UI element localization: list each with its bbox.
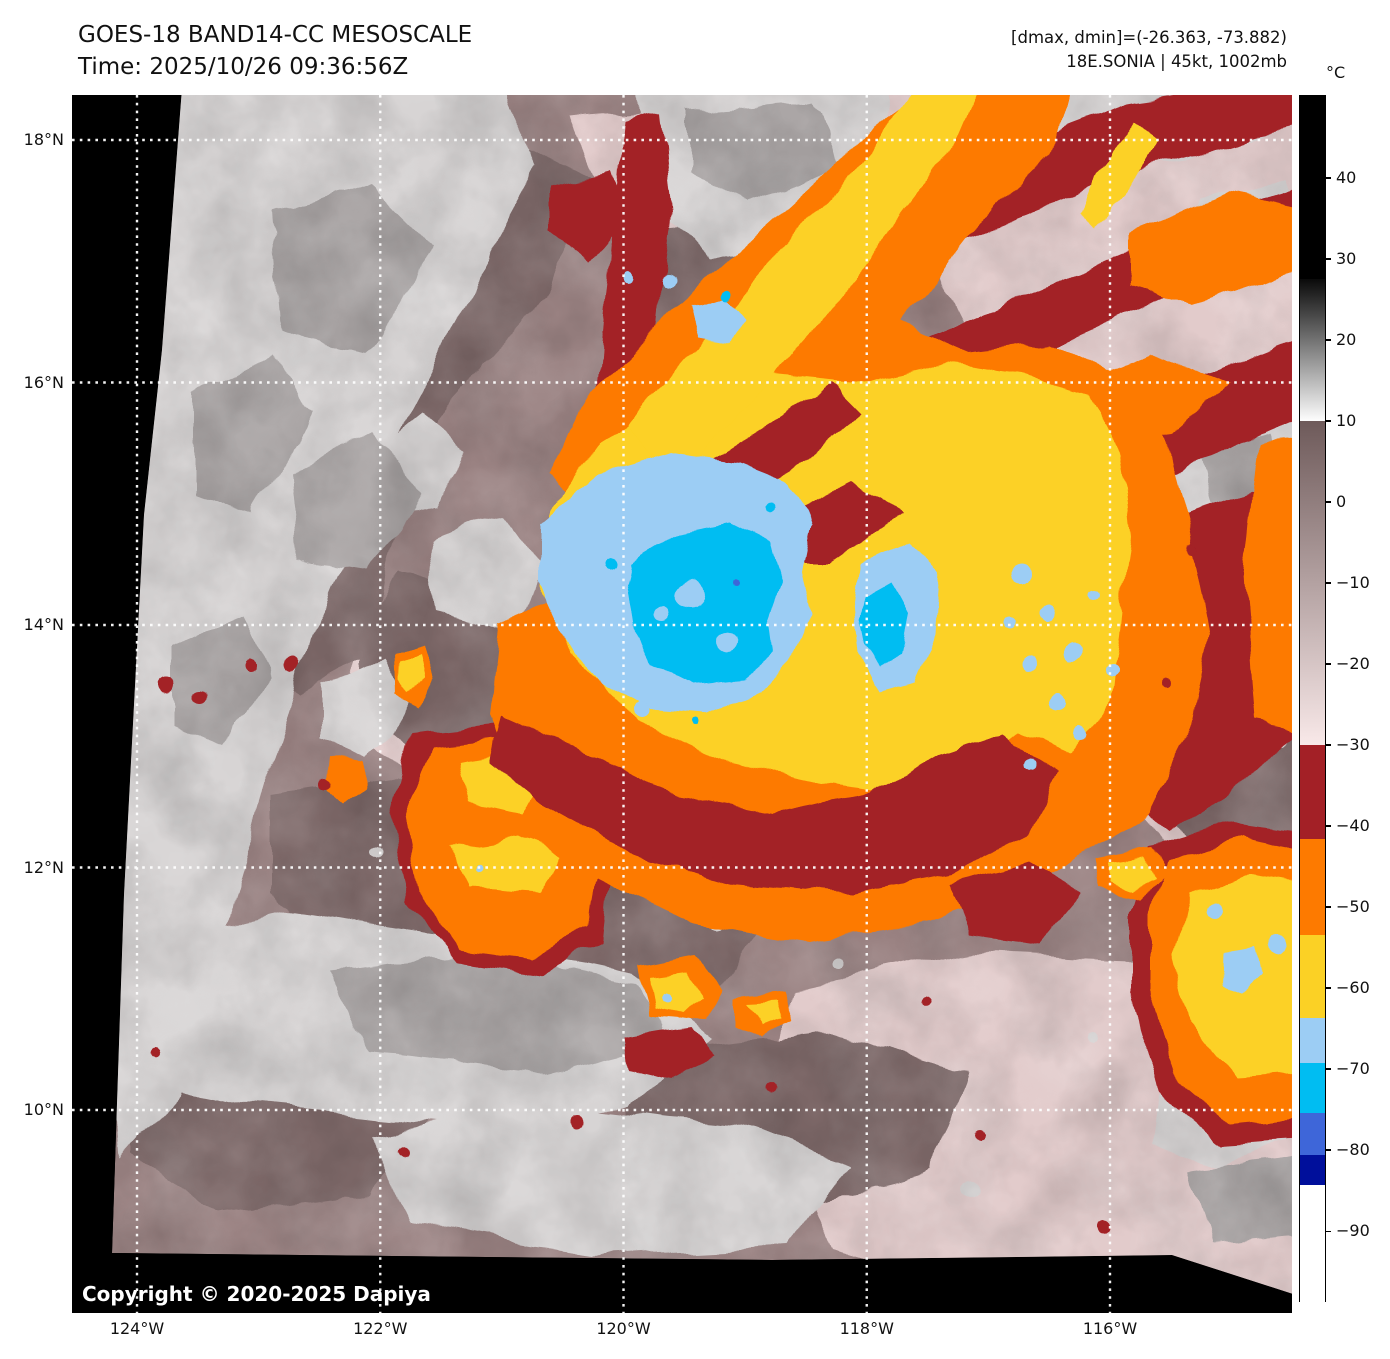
cyan-core-layer [606,290,908,727]
colorbar-tick-label: −30 [1336,735,1370,755]
graticule-gridlines [72,95,1292,1313]
lat-tick-label: 16°N [23,372,64,392]
colorbar-tick-mark [1325,1149,1331,1152]
lat-tick-label: 14°N [23,615,64,634]
colorbar-tick-mark [1325,744,1331,746]
colorbar-tick-mark [1325,987,1331,989]
satellite-imagery [112,95,1292,1300]
colorbar-tick-mark [1325,501,1331,503]
colorbar-tick-mark [1325,1230,1331,1233]
colorbar-tick-label: −70 [1336,1059,1370,1079]
colorbar-unit-label: °C [1326,63,1346,82]
lat-tick-label: 12°N [23,857,64,877]
colorbar-tick-label: 40 [1336,167,1357,187]
colorbar-tick-label: −20 [1336,654,1370,674]
map-plot: Copyright © 2020-2025 Dapiya [72,95,1292,1313]
colorbar-segment [1300,1112,1325,1156]
lon-tick-label: 118°W [839,1319,894,1338]
colorbar-segment [1300,1155,1325,1186]
colorbar-tick-mark [1325,420,1331,422]
colorbar-segment [1300,420,1325,746]
lon-tick-label: 120°W [596,1319,651,1338]
lon-tick-label: 116°W [1082,1319,1138,1338]
core-eye-holes [655,578,738,654]
colorbar-segment [1300,1018,1325,1064]
copyright-label: Copyright © 2020-2025 Dapiya [82,1282,431,1306]
colorbar-segment [1300,1062,1325,1114]
colorbar-tick-label: 30 [1336,248,1357,268]
colorbar-tick-mark [1325,825,1331,827]
colorbar-segment [1300,745,1325,840]
colorbar-segment [1300,96,1325,280]
colorbar-tick-label: −80 [1336,1140,1370,1160]
timestamp: Time: 2025/10/26 09:36:56Z [78,53,409,80]
colorbar-tick-label: −50 [1336,897,1370,917]
colorbar-tick-label: −90 [1336,1221,1370,1241]
colorbar-segment [1300,279,1325,422]
title-block: GOES-18 BAND14-CC MESOSCALE Time: 2025/1… [78,20,472,83]
page-title: GOES-18 BAND14-CC MESOSCALE [78,22,473,48]
colorbar-segment [1300,839,1325,936]
lon-tick-label: 122°W [353,1319,408,1338]
colorbar-tick-label: 10 [1336,410,1357,430]
lat-tick-label: 10°N [23,1100,64,1119]
colorbar: 40 30 20 10 0 −10 −20 −30 −40 −50 −60 −70 −80 −90 [1299,95,1370,1302]
colorbar-tick-label: 0 [1336,491,1347,511]
lon-tick-label: 124°W [109,1319,165,1338]
colorbar-tick-mark [1325,582,1331,584]
colorbar-tick-label: −60 [1336,978,1370,998]
colorbar-tick-label: −40 [1336,816,1370,836]
royal-blue-speck [733,582,739,588]
colorbar-tick-label: −10 [1336,573,1370,593]
colorbar-tick-mark [1325,1068,1331,1071]
satellite-image: Copyright © 2020-2025 Dapiya [72,95,1292,1313]
lat-tick-label: 18°N [23,130,64,149]
colorbar-tick-mark [1325,177,1331,179]
colorbar-tick-mark [1325,258,1331,260]
colorbar-segment [1300,934,1325,1019]
dmax-dmin-readout: [dmax, dmin]=(-26.363, -73.882) [1011,28,1287,47]
meta-block: [dmax, dmin]=(-26.363, -73.882) 18E.SONI… [1011,26,1287,74]
colorbar-tick-label: 20 [1336,329,1357,349]
colorbar-tick-mark [1325,663,1331,665]
storm-info-readout: 18E.SONIA | 45kt, 1002mb [1066,51,1287,71]
colorbar-tick-mark [1325,906,1331,908]
colorbar-segment [1300,1185,1325,1302]
colorbar-tick-mark [1325,339,1331,341]
